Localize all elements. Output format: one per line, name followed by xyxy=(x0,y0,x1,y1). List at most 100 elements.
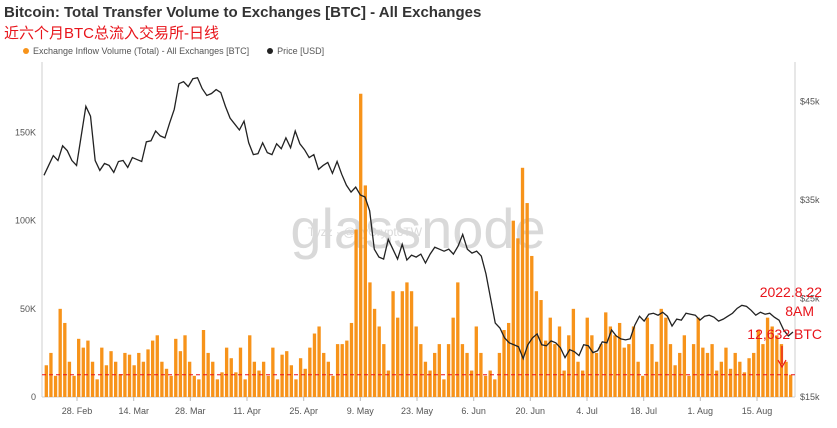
inflow-bar xyxy=(636,361,640,397)
inflow-bar xyxy=(516,238,520,397)
inflow-bar xyxy=(543,340,548,397)
inflow-bar xyxy=(44,365,48,397)
left-axis-ticks: 0 50K 100K 150K xyxy=(15,128,36,403)
inflow-bar xyxy=(67,361,72,397)
inflow-bar xyxy=(765,317,770,397)
inflow-bar xyxy=(474,326,478,397)
inflow-bar xyxy=(372,308,377,397)
left-axis-tick-label: 0 xyxy=(31,392,36,402)
inflow-bar xyxy=(261,361,266,397)
price-line xyxy=(43,77,794,361)
inflow-bar xyxy=(405,282,409,397)
inflow-bar xyxy=(271,347,275,397)
inflow-bar xyxy=(86,340,90,397)
inflow-bar xyxy=(539,300,543,397)
inflow-bar xyxy=(289,365,294,397)
inflow-bar xyxy=(488,370,492,397)
inflow-bar xyxy=(396,317,400,397)
inflow-bar xyxy=(738,361,742,397)
inflow-bar xyxy=(326,361,331,397)
inflow-bar xyxy=(493,379,497,397)
inflow-bar xyxy=(687,375,691,397)
x-axis-tick-label: 18. Jul xyxy=(630,406,657,416)
inflow-bar xyxy=(280,354,284,397)
inflow-bar xyxy=(752,352,756,397)
right-axis-tick-label: $45k xyxy=(800,96,820,106)
inflow-bar xyxy=(146,349,150,397)
inflow-bar xyxy=(354,229,358,397)
inflow-bar xyxy=(650,344,654,397)
inflow-bar xyxy=(275,379,280,397)
inflow-bar xyxy=(174,338,178,397)
inflow-bar xyxy=(127,354,132,397)
inflow-bar xyxy=(72,375,76,397)
inflow-bar xyxy=(770,326,774,397)
inflow-bar xyxy=(613,335,617,397)
x-axis-tick-label: 11. Apr xyxy=(233,406,261,416)
x-axis-tick-label: 4. Jul xyxy=(576,406,598,416)
inflow-bar xyxy=(710,344,714,397)
inflow-bar xyxy=(192,375,196,397)
inflow-bar xyxy=(359,93,363,398)
legend-inflow-marker xyxy=(23,48,29,54)
inflow-bar xyxy=(183,335,187,397)
annotation-arrow-head xyxy=(777,359,787,369)
inflow-bar xyxy=(608,326,613,397)
x-axis-tick-label: 23. May xyxy=(401,406,434,416)
inflow-bar xyxy=(525,203,529,397)
right-axis-tick-label: $35k xyxy=(800,195,820,205)
x-axis-tick-label: 9. May xyxy=(347,406,375,416)
inflow-bar xyxy=(576,361,580,397)
inflow-bar xyxy=(257,370,261,397)
inflow-bar xyxy=(298,358,303,397)
inflow-bar xyxy=(137,352,141,397)
inflow-bar xyxy=(335,344,340,397)
inflow-bar xyxy=(77,338,81,397)
inflow-bar xyxy=(557,326,562,397)
inflow-bar xyxy=(645,317,650,397)
watermark-text: glassnode xyxy=(290,197,545,260)
right-axis-tick-label: $25k xyxy=(800,294,820,304)
chart-title: Bitcoin: Total Transfer Volume to Exchan… xyxy=(4,4,482,21)
inflow-bar xyxy=(451,317,455,397)
legend-price-marker xyxy=(267,48,274,54)
inflow-bar xyxy=(599,344,603,397)
chart-subtitle: 近六个月BTC总流入交易所-日线 xyxy=(4,25,219,42)
x-axis-tick-label: 14. Mar xyxy=(118,406,149,416)
inflow-bar xyxy=(294,379,298,397)
legend-item-price[interactable]: Price [USD] xyxy=(267,46,324,56)
inflow-bar xyxy=(784,361,788,397)
inflow-bar xyxy=(446,344,451,397)
inflow-bar xyxy=(437,344,441,397)
inflow-bar xyxy=(349,322,354,397)
x-axis-ticks: 28. Feb 14. Mar 28. Mar 11. Apr 25. Apr 9. Ma… xyxy=(62,397,772,416)
inflow-bar xyxy=(285,351,289,397)
inflow-bar xyxy=(252,361,257,397)
inflow-bar xyxy=(442,379,446,397)
inflow-bar xyxy=(243,379,247,397)
inflow-bar xyxy=(238,347,243,397)
inflow-bar xyxy=(400,291,404,397)
inflow-bar xyxy=(617,322,622,397)
inflow-bar xyxy=(747,358,751,397)
inflow-bar xyxy=(779,344,784,397)
inflow-bar xyxy=(654,361,659,397)
inflow-bar xyxy=(187,361,192,397)
legend-price-label: Price [USD] xyxy=(277,46,325,56)
inflow-bar xyxy=(585,317,589,397)
inflow-bar xyxy=(460,344,465,397)
inflow-bar xyxy=(465,352,469,397)
inflow-bar xyxy=(567,335,571,397)
inflow-bar xyxy=(312,333,317,397)
inflow-bar xyxy=(197,379,201,397)
x-axis-tick-label: 25. Apr xyxy=(289,406,318,416)
inflow-bar xyxy=(104,365,109,397)
inflow-bar xyxy=(95,379,99,397)
x-axis-tick-label: 20. Jun xyxy=(516,406,546,416)
legend-item-inflow[interactable]: Exchange Inflow Volume (Total) - All Exc… xyxy=(23,46,249,56)
inflow-bar xyxy=(178,351,183,397)
inflow-bar xyxy=(728,368,733,397)
inflow-bar xyxy=(386,370,391,397)
inflow-bar xyxy=(206,352,210,397)
